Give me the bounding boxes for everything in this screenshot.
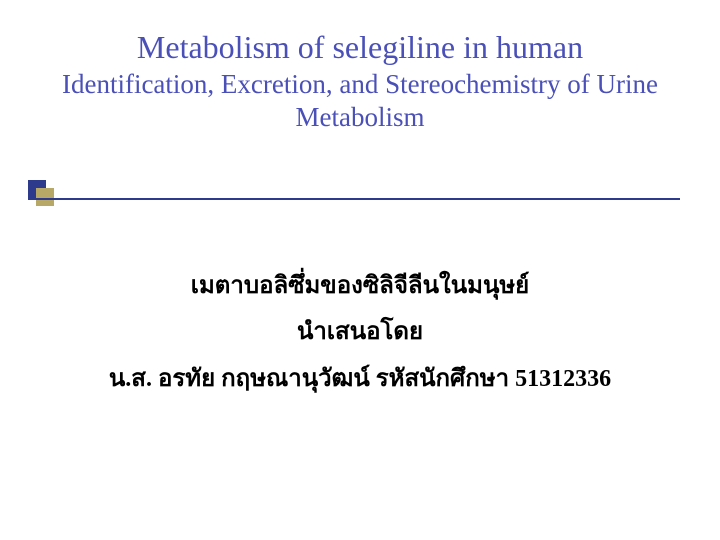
title-block: Metabolism of selegiline in human Identi… bbox=[0, 28, 720, 147]
body-line-1: เมตาบอลิซึ่มของซิลิจีลีนในมนุษย์ bbox=[0, 270, 720, 302]
title-main: Metabolism of selegiline in human bbox=[40, 28, 680, 66]
slide: Metabolism of selegiline in human Identi… bbox=[0, 0, 720, 540]
body-line-2: นำเสนอโดย bbox=[0, 316, 720, 348]
title-subtitle: Identification, Excretion, and Stereoche… bbox=[40, 68, 680, 133]
title-underline bbox=[28, 198, 680, 200]
accent-square-light bbox=[36, 188, 54, 206]
body-block: เมตาบอลิซึ่มของซิลิจีลีนในมนุษย์ นำเสนอโ… bbox=[0, 270, 720, 409]
body-line-3: น.ส. อรทัย กฤษณานุวัฒน์ รหัสนักศึกษา 513… bbox=[0, 363, 720, 395]
